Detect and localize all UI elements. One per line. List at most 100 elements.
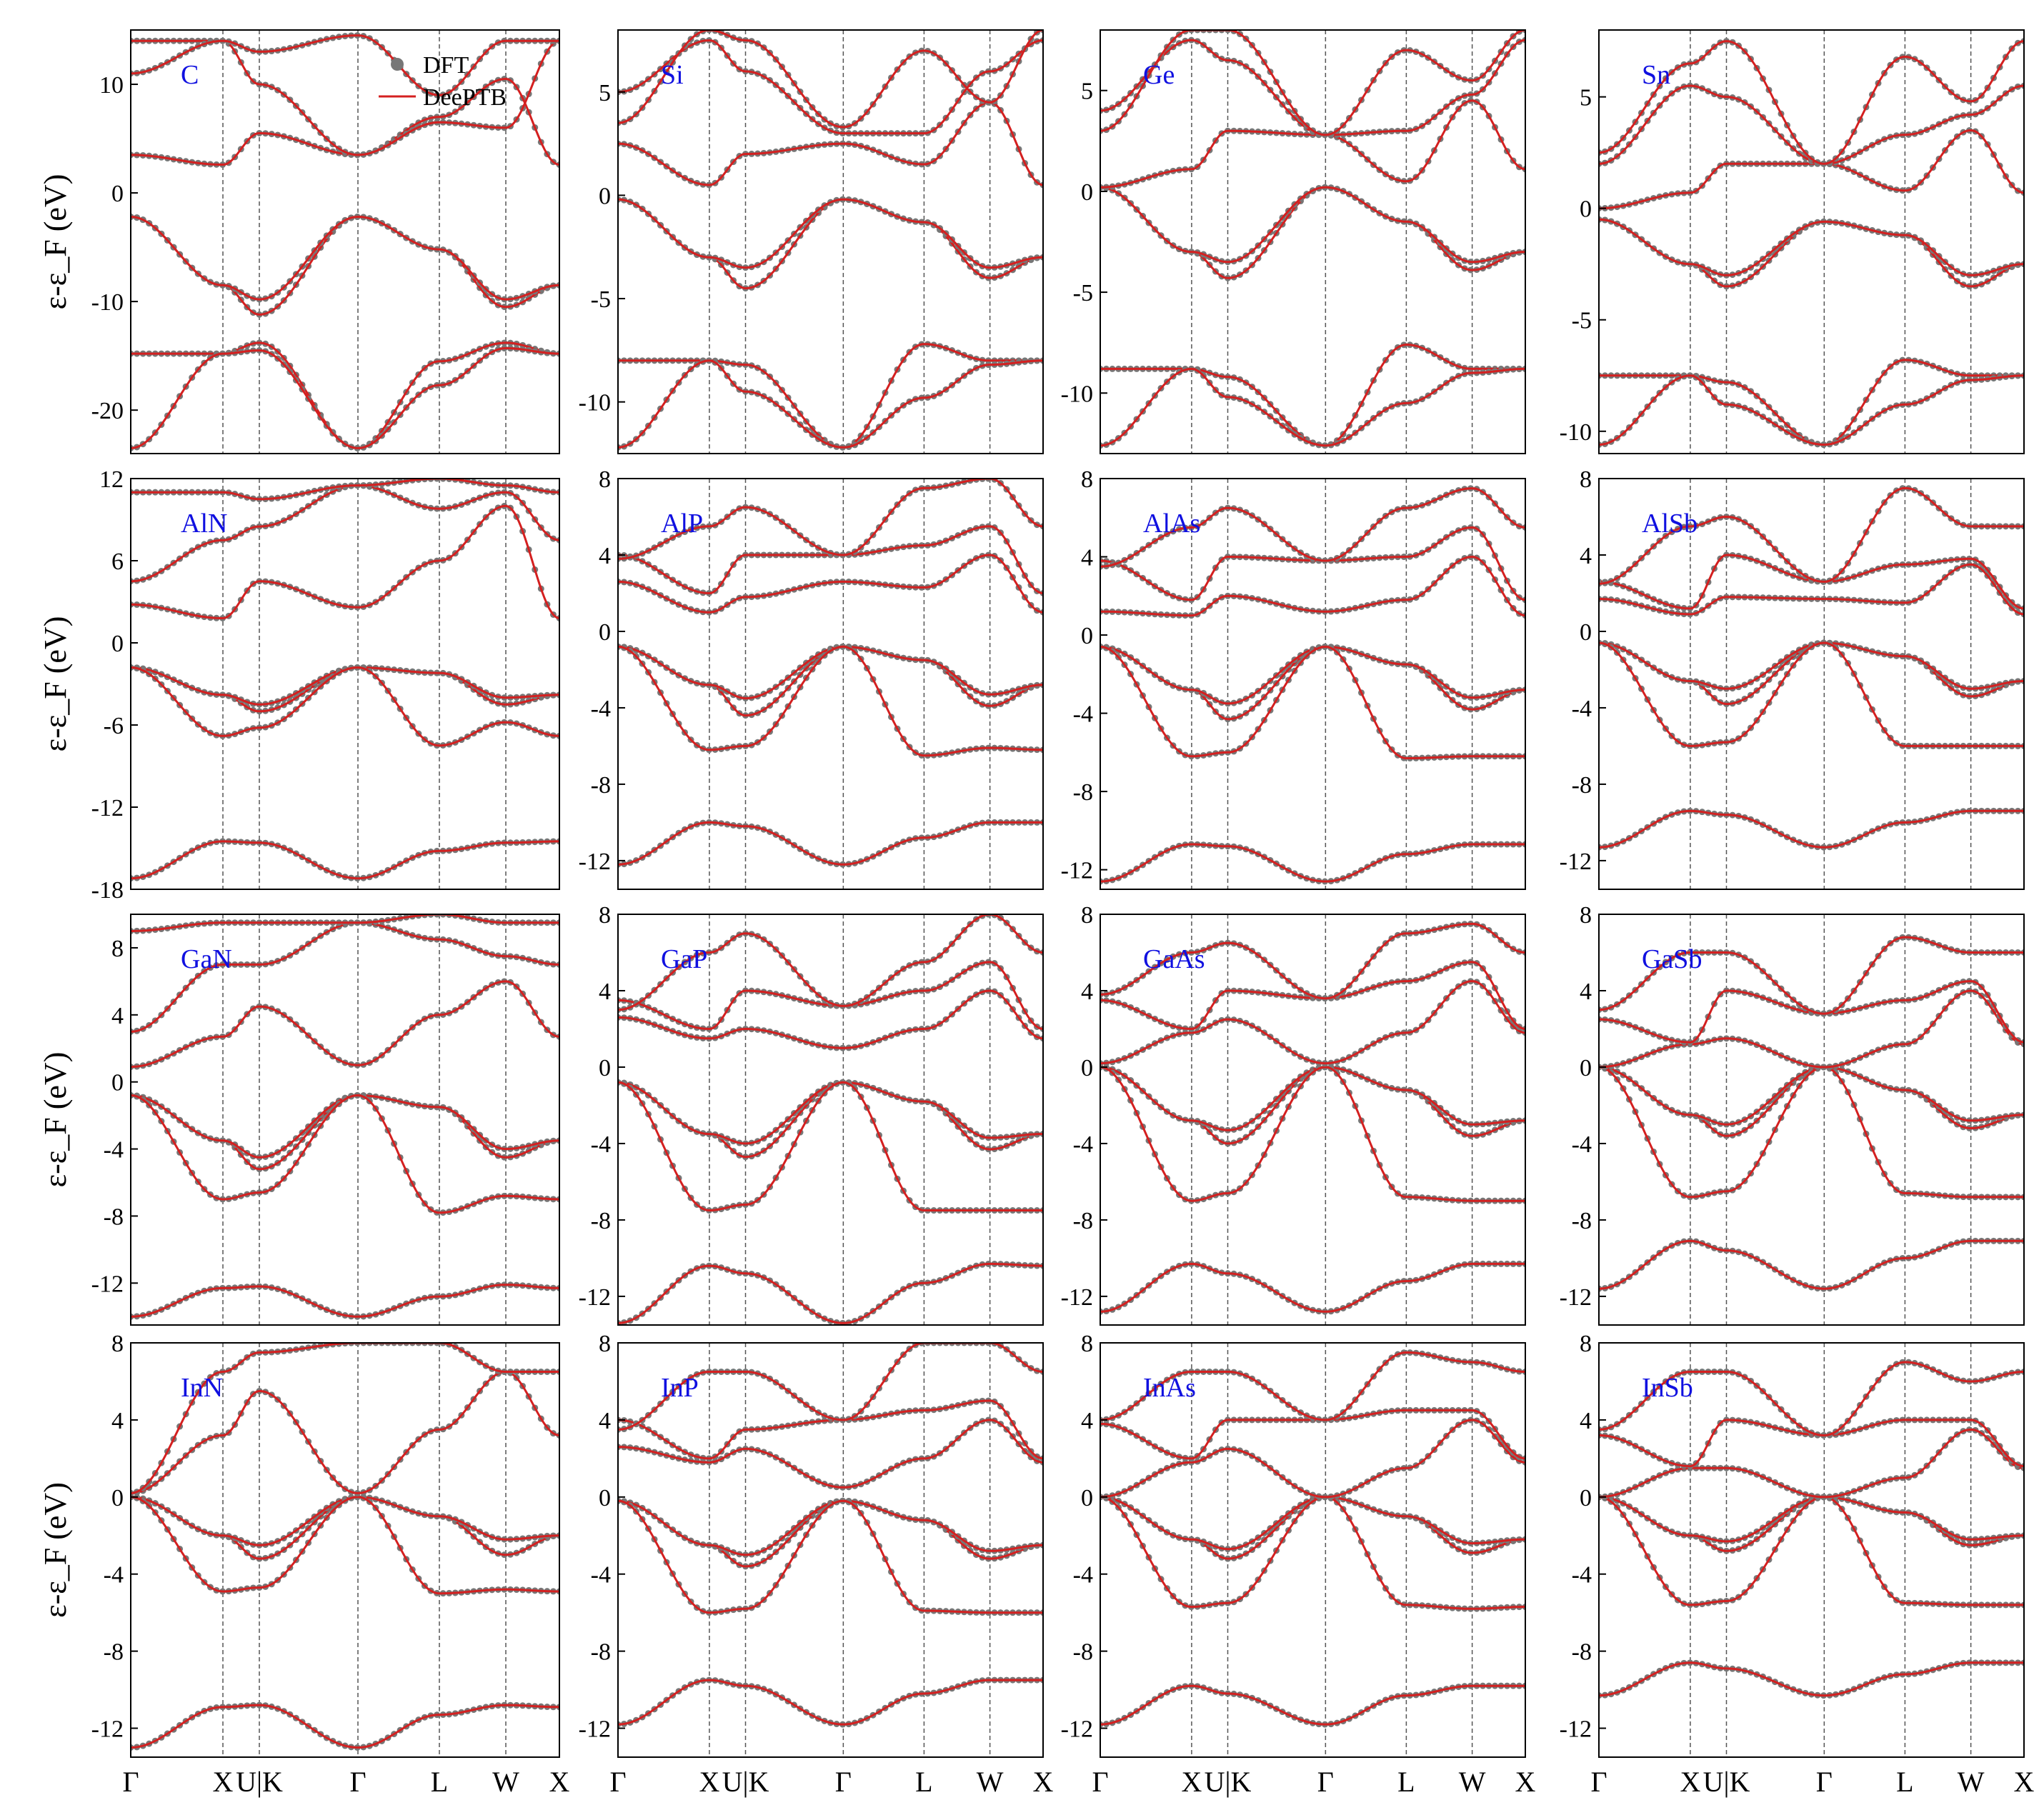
deeptb-band-line [1100,843,1525,883]
deeptb-band-line [1100,645,1525,759]
ytick-label: 5 [599,80,611,106]
bands [1599,38,2024,449]
material-label: Si [661,60,684,90]
material-label: AlAs [1143,509,1200,539]
ytick-label: -4 [1572,696,1592,722]
deeptb-band-line [1100,30,1525,136]
bands [618,30,1043,451]
panel-frame [130,29,560,454]
deeptb-band-line [618,101,1043,186]
deeptb-band-line [618,359,1043,449]
ytick-label: -12 [91,1271,124,1297]
deeptb-band-line [618,554,1043,614]
ytick-label: -8 [104,1204,124,1230]
bands [1100,485,1525,885]
deeptb-band-line [1599,486,2024,585]
ytick-label: -12 [1061,858,1093,884]
ytick-label: -8 [1572,772,1592,799]
ytick-label: 5 [1580,85,1592,111]
ytick-label: 0 [111,181,124,207]
ytick-label: -12 [1560,849,1592,875]
ytick-label: -5 [1572,308,1592,334]
panel-frame [130,478,560,890]
ytick-label: 4 [1580,543,1592,569]
deeptb-band-line [1100,646,1525,705]
deeptb-band-line [618,30,1043,129]
deeptb-band-line [131,504,559,619]
panel-frame [617,478,1044,890]
band-panel: 100-10-20C [91,29,560,454]
deeptb-band-line [131,840,559,880]
ytick-label: 8 [599,466,611,493]
ytick-label: -4 [1073,701,1093,728]
deeptb-band-line [618,198,1043,269]
bands [131,479,559,882]
bands [618,914,1043,1325]
ytick-label: -10 [579,390,611,416]
ytick-label: 0 [1580,196,1592,223]
deeptb-band-line [1599,641,2024,747]
ytick-label: 0 [111,1070,124,1096]
bands [618,479,1043,868]
deeptb-band-line [131,1094,559,1214]
bands [1100,30,1525,449]
ytick-label: 8 [1081,466,1093,493]
bands [131,32,559,451]
ytick-label: 0 [599,183,611,209]
deeptb-band-line [131,479,559,501]
bands [131,914,559,1320]
deeptb-band-line [1599,809,2024,849]
material-label: AlN [181,509,227,539]
deeptb-band-line [131,921,559,1033]
ytick-label: -5 [591,286,611,313]
deeptb-band-line [131,341,559,449]
deeptb-band-line [131,34,559,96]
deeptb-band-line [1100,343,1525,447]
deeptb-band-line [1599,359,2024,446]
deeptb-band-line [1100,367,1525,447]
deeptb-band-line [618,1081,1043,1211]
ytick-label: -10 [1560,419,1592,446]
deeptb-band-line [131,666,559,747]
deeptb-band-line [131,914,559,932]
material-label: Ge [1143,60,1175,90]
ytick-label: 4 [1081,545,1093,571]
deeptb-band-line [131,1284,559,1318]
deeptb-band-line [618,39,1043,135]
ytick-label: -10 [91,289,124,316]
material-label: Sn [1642,60,1670,90]
deeptb-band-line [1599,129,2024,210]
ytick-label: -8 [591,772,611,799]
panel-frame [1100,478,1526,890]
ytick-label: 5 [1081,79,1093,105]
material-label: C [181,60,199,90]
material-label: GaN [181,944,232,974]
ytick-label: 0 [111,631,124,657]
deeptb-band-line [131,215,559,301]
ytick-label: -12 [579,849,611,875]
ytick-label: 0 [1081,179,1093,206]
deeptb-band-line [618,343,1043,449]
ytick-label: 0 [1580,619,1592,646]
deeptb-band-line [131,347,559,449]
band-panel: 5 0 -5 -10 Si [579,29,1044,454]
panel-frame [1598,478,2025,890]
ytick-label: 0 [599,619,611,646]
ytick-label: 4 [111,1003,124,1029]
deeptb-band-line [1599,40,2024,165]
ytick-label: -10 [1061,381,1093,407]
deeptb-band-line [618,1081,1043,1145]
deeptb-band-line [131,980,559,1069]
deeptb-band-line [1599,218,2024,276]
deeptb-band-line [131,39,559,156]
deeptb-band-line [618,479,1043,560]
panel-frame [1598,29,2025,454]
panel-frame [1100,29,1526,454]
ytick-label: -8 [1073,779,1093,806]
